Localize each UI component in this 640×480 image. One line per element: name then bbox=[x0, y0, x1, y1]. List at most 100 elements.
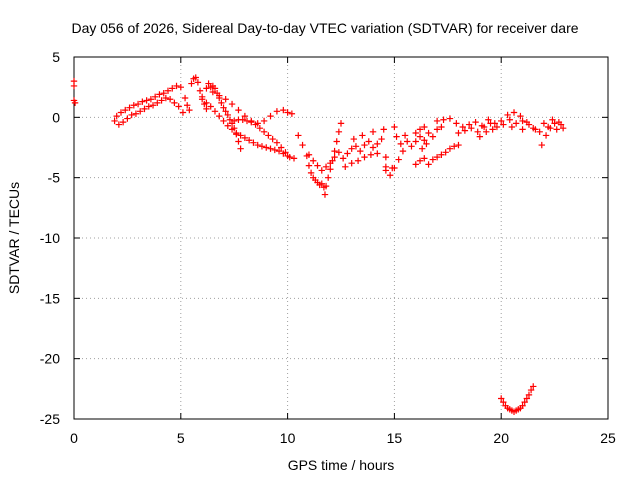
data-point bbox=[245, 137, 253, 144]
y-axis-label: SDTVAR / TECUs bbox=[6, 182, 22, 294]
data-point bbox=[126, 104, 133, 111]
data-point bbox=[224, 122, 231, 129]
data-point bbox=[203, 85, 210, 92]
data-point bbox=[342, 163, 349, 171]
data-point bbox=[275, 147, 283, 155]
data-point bbox=[331, 147, 338, 155]
data-point bbox=[333, 138, 340, 145]
data-point bbox=[553, 126, 560, 133]
data-point bbox=[433, 126, 441, 133]
data-point bbox=[164, 87, 172, 94]
data-point bbox=[239, 116, 246, 123]
data-point bbox=[237, 132, 244, 139]
data-point bbox=[335, 128, 343, 136]
data-point bbox=[451, 143, 458, 150]
data-point bbox=[143, 97, 150, 104]
data-point bbox=[547, 124, 554, 132]
data-point bbox=[192, 74, 199, 81]
data-point bbox=[141, 105, 148, 113]
data-point bbox=[235, 106, 242, 114]
data-point bbox=[530, 383, 537, 390]
data-point bbox=[128, 111, 135, 119]
data-point bbox=[536, 128, 543, 136]
data-point bbox=[378, 135, 385, 143]
data-point bbox=[175, 103, 182, 110]
data-point bbox=[134, 100, 142, 108]
data-point bbox=[71, 99, 79, 107]
data-point bbox=[233, 129, 240, 137]
data-point bbox=[339, 155, 347, 162]
data-point bbox=[532, 126, 539, 133]
data-point bbox=[421, 155, 428, 162]
data-point bbox=[446, 115, 454, 122]
data-point bbox=[483, 128, 490, 136]
data-point bbox=[357, 147, 364, 155]
data-point bbox=[252, 121, 259, 128]
data-point bbox=[446, 145, 454, 152]
data-point bbox=[267, 112, 274, 120]
data-point bbox=[119, 118, 127, 126]
data-point bbox=[211, 108, 219, 115]
data-point bbox=[220, 104, 227, 111]
data-point bbox=[459, 123, 466, 131]
x-tick-label: 5 bbox=[177, 430, 185, 446]
y-tick-label: -20 bbox=[40, 351, 60, 367]
data-point bbox=[318, 167, 325, 174]
data-point bbox=[433, 117, 441, 125]
data-point bbox=[350, 135, 358, 143]
data-point bbox=[237, 145, 244, 152]
data-point bbox=[525, 121, 533, 128]
data-point bbox=[203, 105, 210, 113]
data-point bbox=[280, 106, 287, 114]
data-point bbox=[216, 112, 223, 120]
data-point bbox=[386, 172, 394, 179]
data-point bbox=[288, 110, 296, 117]
data-point bbox=[527, 386, 535, 394]
data-point bbox=[318, 180, 325, 187]
data-point bbox=[151, 93, 159, 101]
y-tick-label: -15 bbox=[40, 290, 60, 306]
data-point bbox=[404, 138, 411, 145]
data-point bbox=[425, 129, 432, 137]
data-point bbox=[122, 106, 129, 114]
data-point bbox=[224, 111, 231, 119]
data-point bbox=[282, 149, 289, 156]
data-point bbox=[305, 162, 313, 169]
data-point bbox=[243, 117, 251, 125]
data-point bbox=[207, 103, 214, 110]
data-point bbox=[416, 133, 424, 140]
data-point bbox=[211, 85, 219, 92]
data-point bbox=[380, 126, 387, 133]
data-point bbox=[145, 103, 152, 110]
data-point bbox=[250, 139, 257, 146]
data-point bbox=[256, 124, 264, 132]
data-point bbox=[440, 116, 447, 123]
chart-title: Day 056 of 2026, Sidereal Day-to-day VTE… bbox=[71, 20, 578, 36]
data-point bbox=[498, 395, 505, 402]
data-point bbox=[337, 120, 345, 127]
data-point bbox=[324, 174, 332, 181]
data-point bbox=[395, 156, 402, 163]
data-point bbox=[429, 133, 437, 140]
data-point bbox=[290, 155, 298, 162]
data-point bbox=[472, 118, 479, 126]
data-point bbox=[361, 153, 368, 161]
data-point bbox=[321, 191, 329, 198]
data-point bbox=[399, 147, 407, 155]
data-point bbox=[455, 141, 462, 149]
data-point bbox=[181, 94, 189, 102]
grid-lines bbox=[74, 57, 608, 419]
data-point bbox=[310, 157, 317, 164]
data-point bbox=[218, 99, 225, 107]
data-point bbox=[455, 129, 462, 137]
y-tick-label: 0 bbox=[52, 109, 60, 125]
data-point bbox=[286, 153, 293, 161]
data-point bbox=[500, 121, 507, 128]
tick-labels: 0 5 10 15 20 25 5 0 -5 -10 -15 -20 -25 bbox=[40, 49, 616, 446]
x-tick-label: 10 bbox=[280, 430, 296, 446]
data-point bbox=[130, 102, 138, 109]
data-point bbox=[438, 123, 445, 131]
data-point bbox=[348, 159, 355, 167]
data-point bbox=[124, 115, 131, 122]
data-point bbox=[265, 132, 272, 139]
